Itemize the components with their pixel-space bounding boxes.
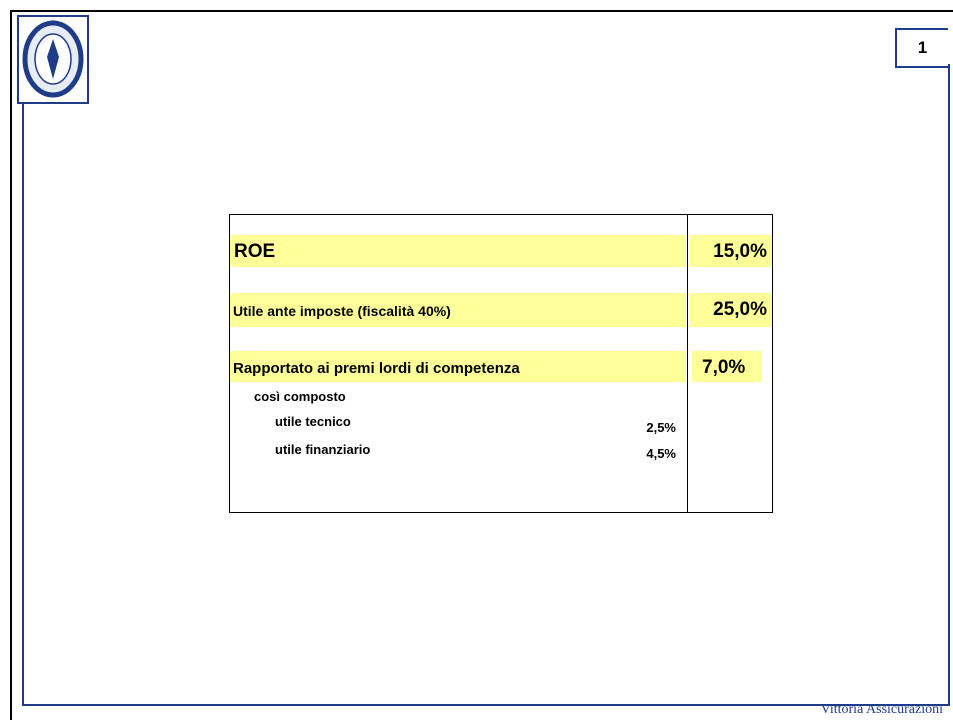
outer-frame-left bbox=[10, 10, 12, 720]
value-band bbox=[692, 351, 762, 382]
value-band bbox=[690, 293, 772, 327]
row-band bbox=[230, 293, 686, 327]
row-value: 15,0% bbox=[713, 241, 767, 262]
breakdown-label: utile tecnico bbox=[275, 414, 351, 429]
table: ROE 15,0% Utile ante imposte (fiscalità … bbox=[229, 214, 773, 513]
breakdown-label: utile finanziario bbox=[275, 442, 371, 457]
outer-frame-top bbox=[10, 10, 953, 12]
row-band bbox=[230, 351, 686, 382]
row-label: ROE bbox=[234, 241, 276, 262]
blue-frame bbox=[22, 64, 950, 706]
column-divider bbox=[687, 215, 688, 512]
row-band bbox=[230, 235, 686, 267]
page-number: 1 bbox=[917, 38, 928, 57]
row-value: 7,0% bbox=[702, 357, 746, 378]
row-value: 25,0% bbox=[713, 299, 767, 320]
row-label: Utile ante imposte (fiscalità 40%) bbox=[233, 303, 451, 319]
row-label: Rapportato ai premi lordi di competenza bbox=[233, 360, 520, 377]
breakdown-title: così composto bbox=[254, 389, 346, 404]
page-number-box: 1 bbox=[895, 28, 948, 68]
footer: Vittoria Assicurazioni bbox=[820, 702, 943, 717]
logo-box bbox=[17, 15, 89, 104]
breakdown-value: 2,5% bbox=[646, 420, 676, 435]
logo bbox=[22, 20, 84, 98]
breakdown-value: 4,5% bbox=[646, 446, 676, 461]
value-band bbox=[690, 235, 772, 267]
